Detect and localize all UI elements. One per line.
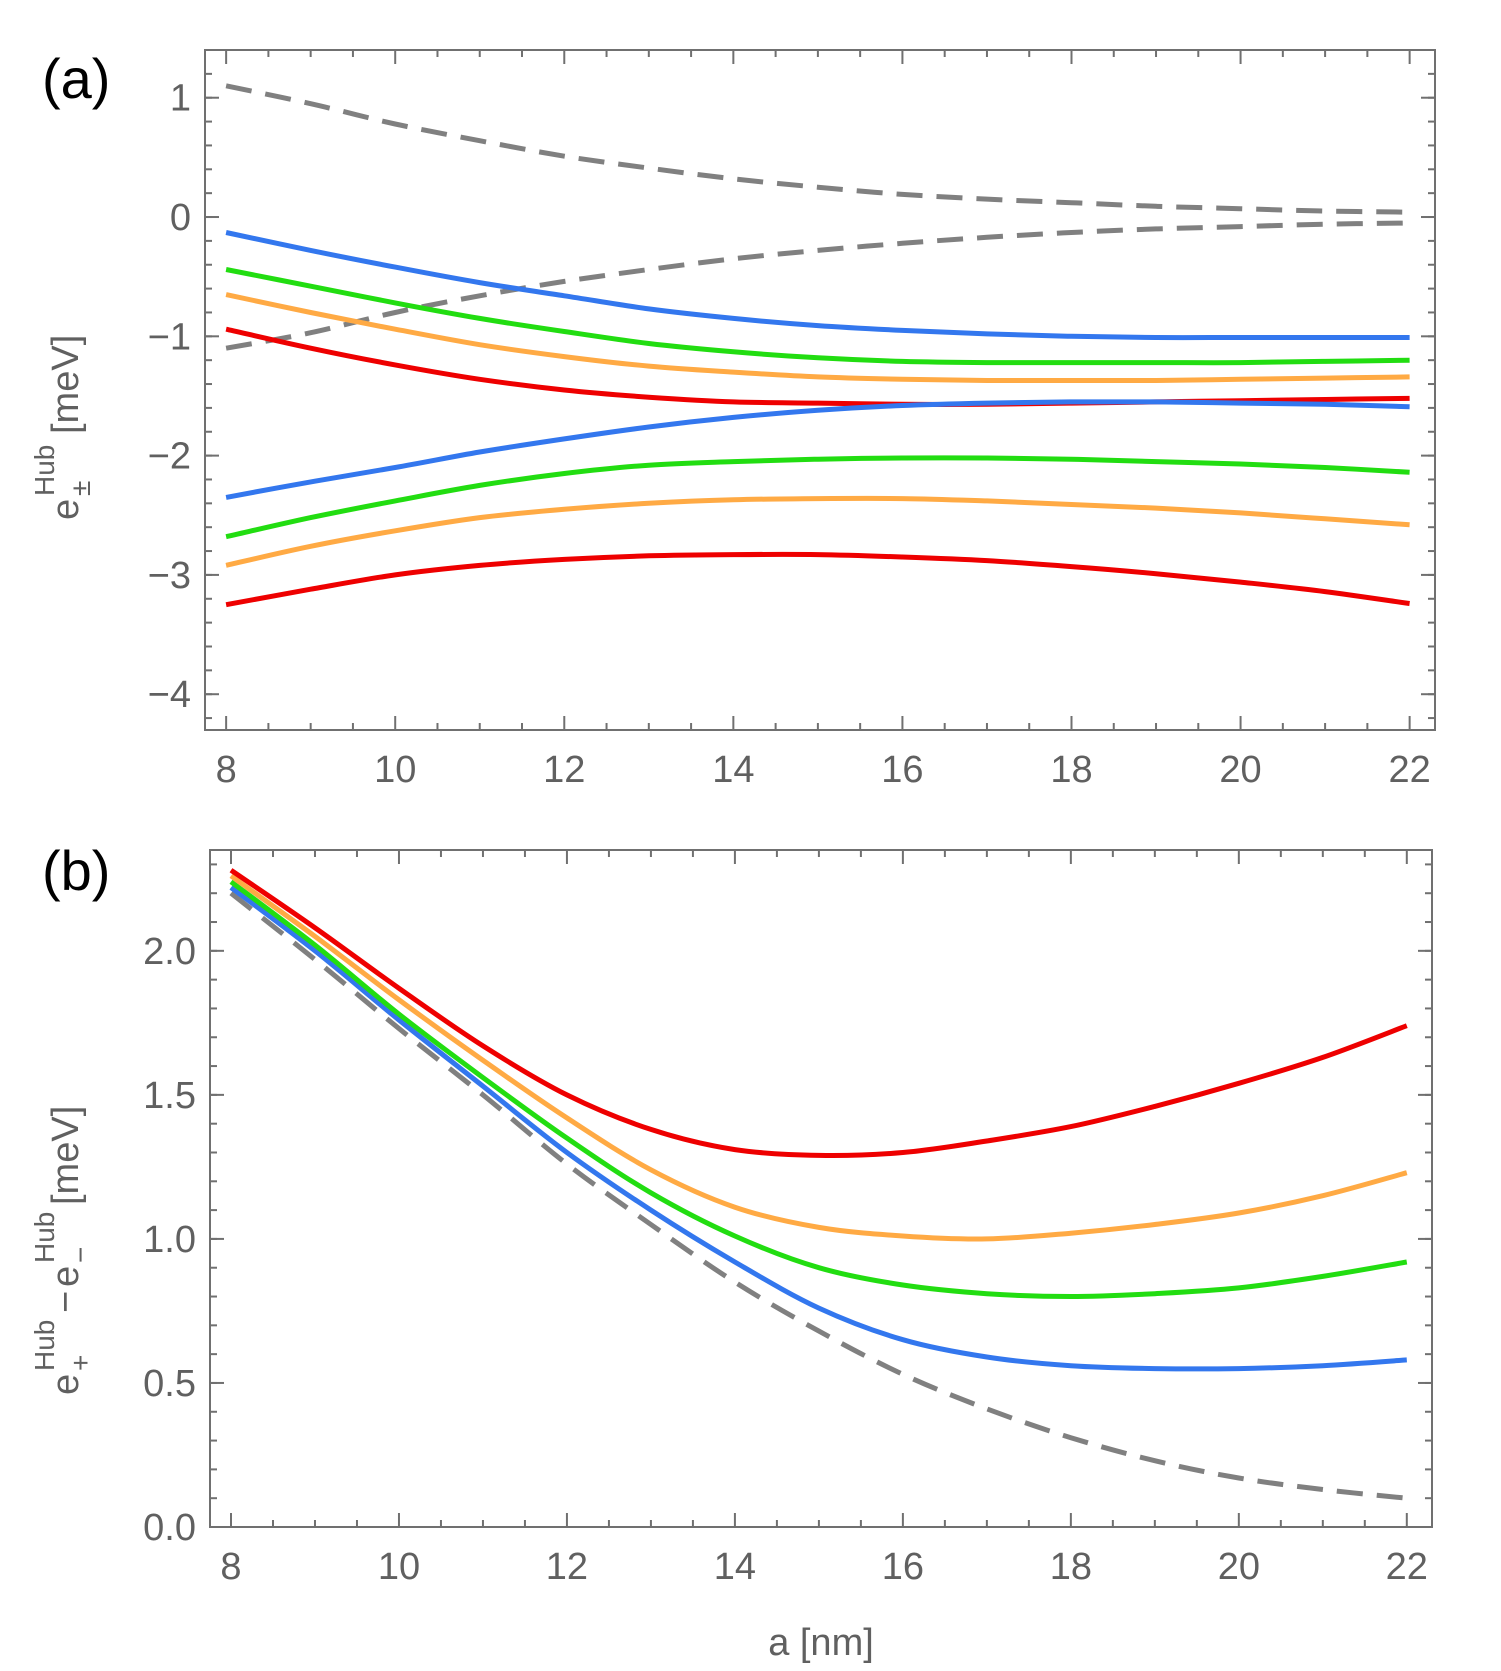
panel-a-series-2 xyxy=(225,230,1410,341)
panel-a-xtick-label: 8 xyxy=(216,749,237,791)
panel-b-xtick-label: 14 xyxy=(714,1546,756,1588)
panel-b-series-4 xyxy=(229,868,1408,1159)
panel-b-ylabel-minus-sup: Hub xyxy=(29,1212,60,1263)
panel-a-series-dashed-1 xyxy=(225,220,1410,351)
panel-b-ytick-label: 1.0 xyxy=(143,1219,196,1261)
panel-a-series-dashed-0 xyxy=(225,83,1410,215)
panel-a-label: (a) xyxy=(42,47,110,110)
panel-a-ytick-label: 0 xyxy=(170,197,191,239)
panel-a-series-7 xyxy=(225,455,1410,540)
panel-a-xtick-label: 16 xyxy=(881,749,923,791)
panel-a-ylabel-sub: ± xyxy=(65,481,96,496)
panel-b-ylabel-plus-sup: Hub xyxy=(29,1320,60,1371)
panel-a-ytick-label: −1 xyxy=(148,316,191,358)
panel-a-ylabel: e ± Hub [meV] xyxy=(29,335,96,520)
panel-b-series-3 xyxy=(229,873,1408,1242)
panel-b-xtick-label: 18 xyxy=(1050,1546,1092,1588)
panel-a-ytick-label: −2 xyxy=(148,436,191,478)
panel-b-ylabel-plus-base: e xyxy=(45,1374,87,1395)
panel-b-series-2 xyxy=(229,879,1408,1299)
panel-b-ylabel-plus-sub: + xyxy=(65,1355,96,1371)
panel-a-series-5 xyxy=(225,326,1410,407)
panel-a-series-9 xyxy=(225,551,1410,608)
panel-a-ylabel-unit: [meV] xyxy=(45,335,87,434)
panel-b-ylabel-minus: − xyxy=(45,1291,87,1313)
panel-b-xlabel: a [nm] xyxy=(768,1622,874,1664)
panel-b-xtick-label: 10 xyxy=(378,1546,420,1588)
panel-a-series-4 xyxy=(225,292,1410,384)
panel-b-series-1 xyxy=(229,885,1407,1372)
panel-b: (b) 8 10 12 14 16 18 20 22 2.0 1.5 1.0 0.5 0.0 e + H… xyxy=(29,839,1433,1664)
panel-b-ylabel-unit: [meV] xyxy=(45,1106,87,1205)
panel-b-ylabel: e + Hub − e − Hub [meV] xyxy=(29,1106,96,1395)
panel-b-xtick-label: 12 xyxy=(546,1546,588,1588)
panel-a-ytick-label: −3 xyxy=(148,555,191,597)
panel-a-series-8 xyxy=(225,495,1410,568)
panel-b-xtick-label: 22 xyxy=(1386,1546,1428,1588)
panel-b-xtick-label: 8 xyxy=(220,1546,241,1588)
panel-a-ytick-label: 1 xyxy=(170,78,191,120)
panel-b-frame xyxy=(209,849,1433,1528)
panel-b-ytick-label: 1.5 xyxy=(143,1075,196,1117)
panel-a-xtick-label: 12 xyxy=(543,749,585,791)
panel-b-ylabel-minus-sub: − xyxy=(65,1247,96,1263)
panel-a-ylabel-sup: Hub xyxy=(29,445,60,496)
panel-b-xtick-label: 16 xyxy=(882,1546,924,1588)
panel-a-ytick-label: −4 xyxy=(148,674,191,716)
panel-a-ylabel-base: e xyxy=(45,499,87,520)
panel-b-ylabel-minus-base: e xyxy=(45,1266,87,1287)
panel-a-xtick-label: 10 xyxy=(374,749,416,791)
panel-a-frame xyxy=(204,49,1436,731)
panel-b-ytick-label: 0.0 xyxy=(143,1507,196,1549)
panel-a-series-6 xyxy=(225,399,1410,500)
panel-b-series-dashed-0 xyxy=(229,891,1408,1501)
panel-b-ytick-label: 0.5 xyxy=(143,1363,196,1405)
panel-b-curves xyxy=(229,868,1408,1501)
panel-b-xtick-label: 20 xyxy=(1218,1546,1260,1588)
panel-a-series-3 xyxy=(225,267,1410,366)
panel-b-label: (b) xyxy=(42,839,110,902)
panel-a-xtick-label: 14 xyxy=(712,749,754,791)
panel-a-xtick-label: 20 xyxy=(1219,749,1261,791)
panel-b-ytick-label: 2.0 xyxy=(143,931,196,973)
panel-a-xtick-label: 22 xyxy=(1388,749,1430,791)
panel-a-xtick-label: 18 xyxy=(1050,749,1092,791)
panel-a-curves xyxy=(225,83,1410,608)
panel-b-ticks: 8 10 12 14 16 18 20 22 2.0 1.5 1.0 0.5 0.0 xyxy=(143,850,1432,1588)
